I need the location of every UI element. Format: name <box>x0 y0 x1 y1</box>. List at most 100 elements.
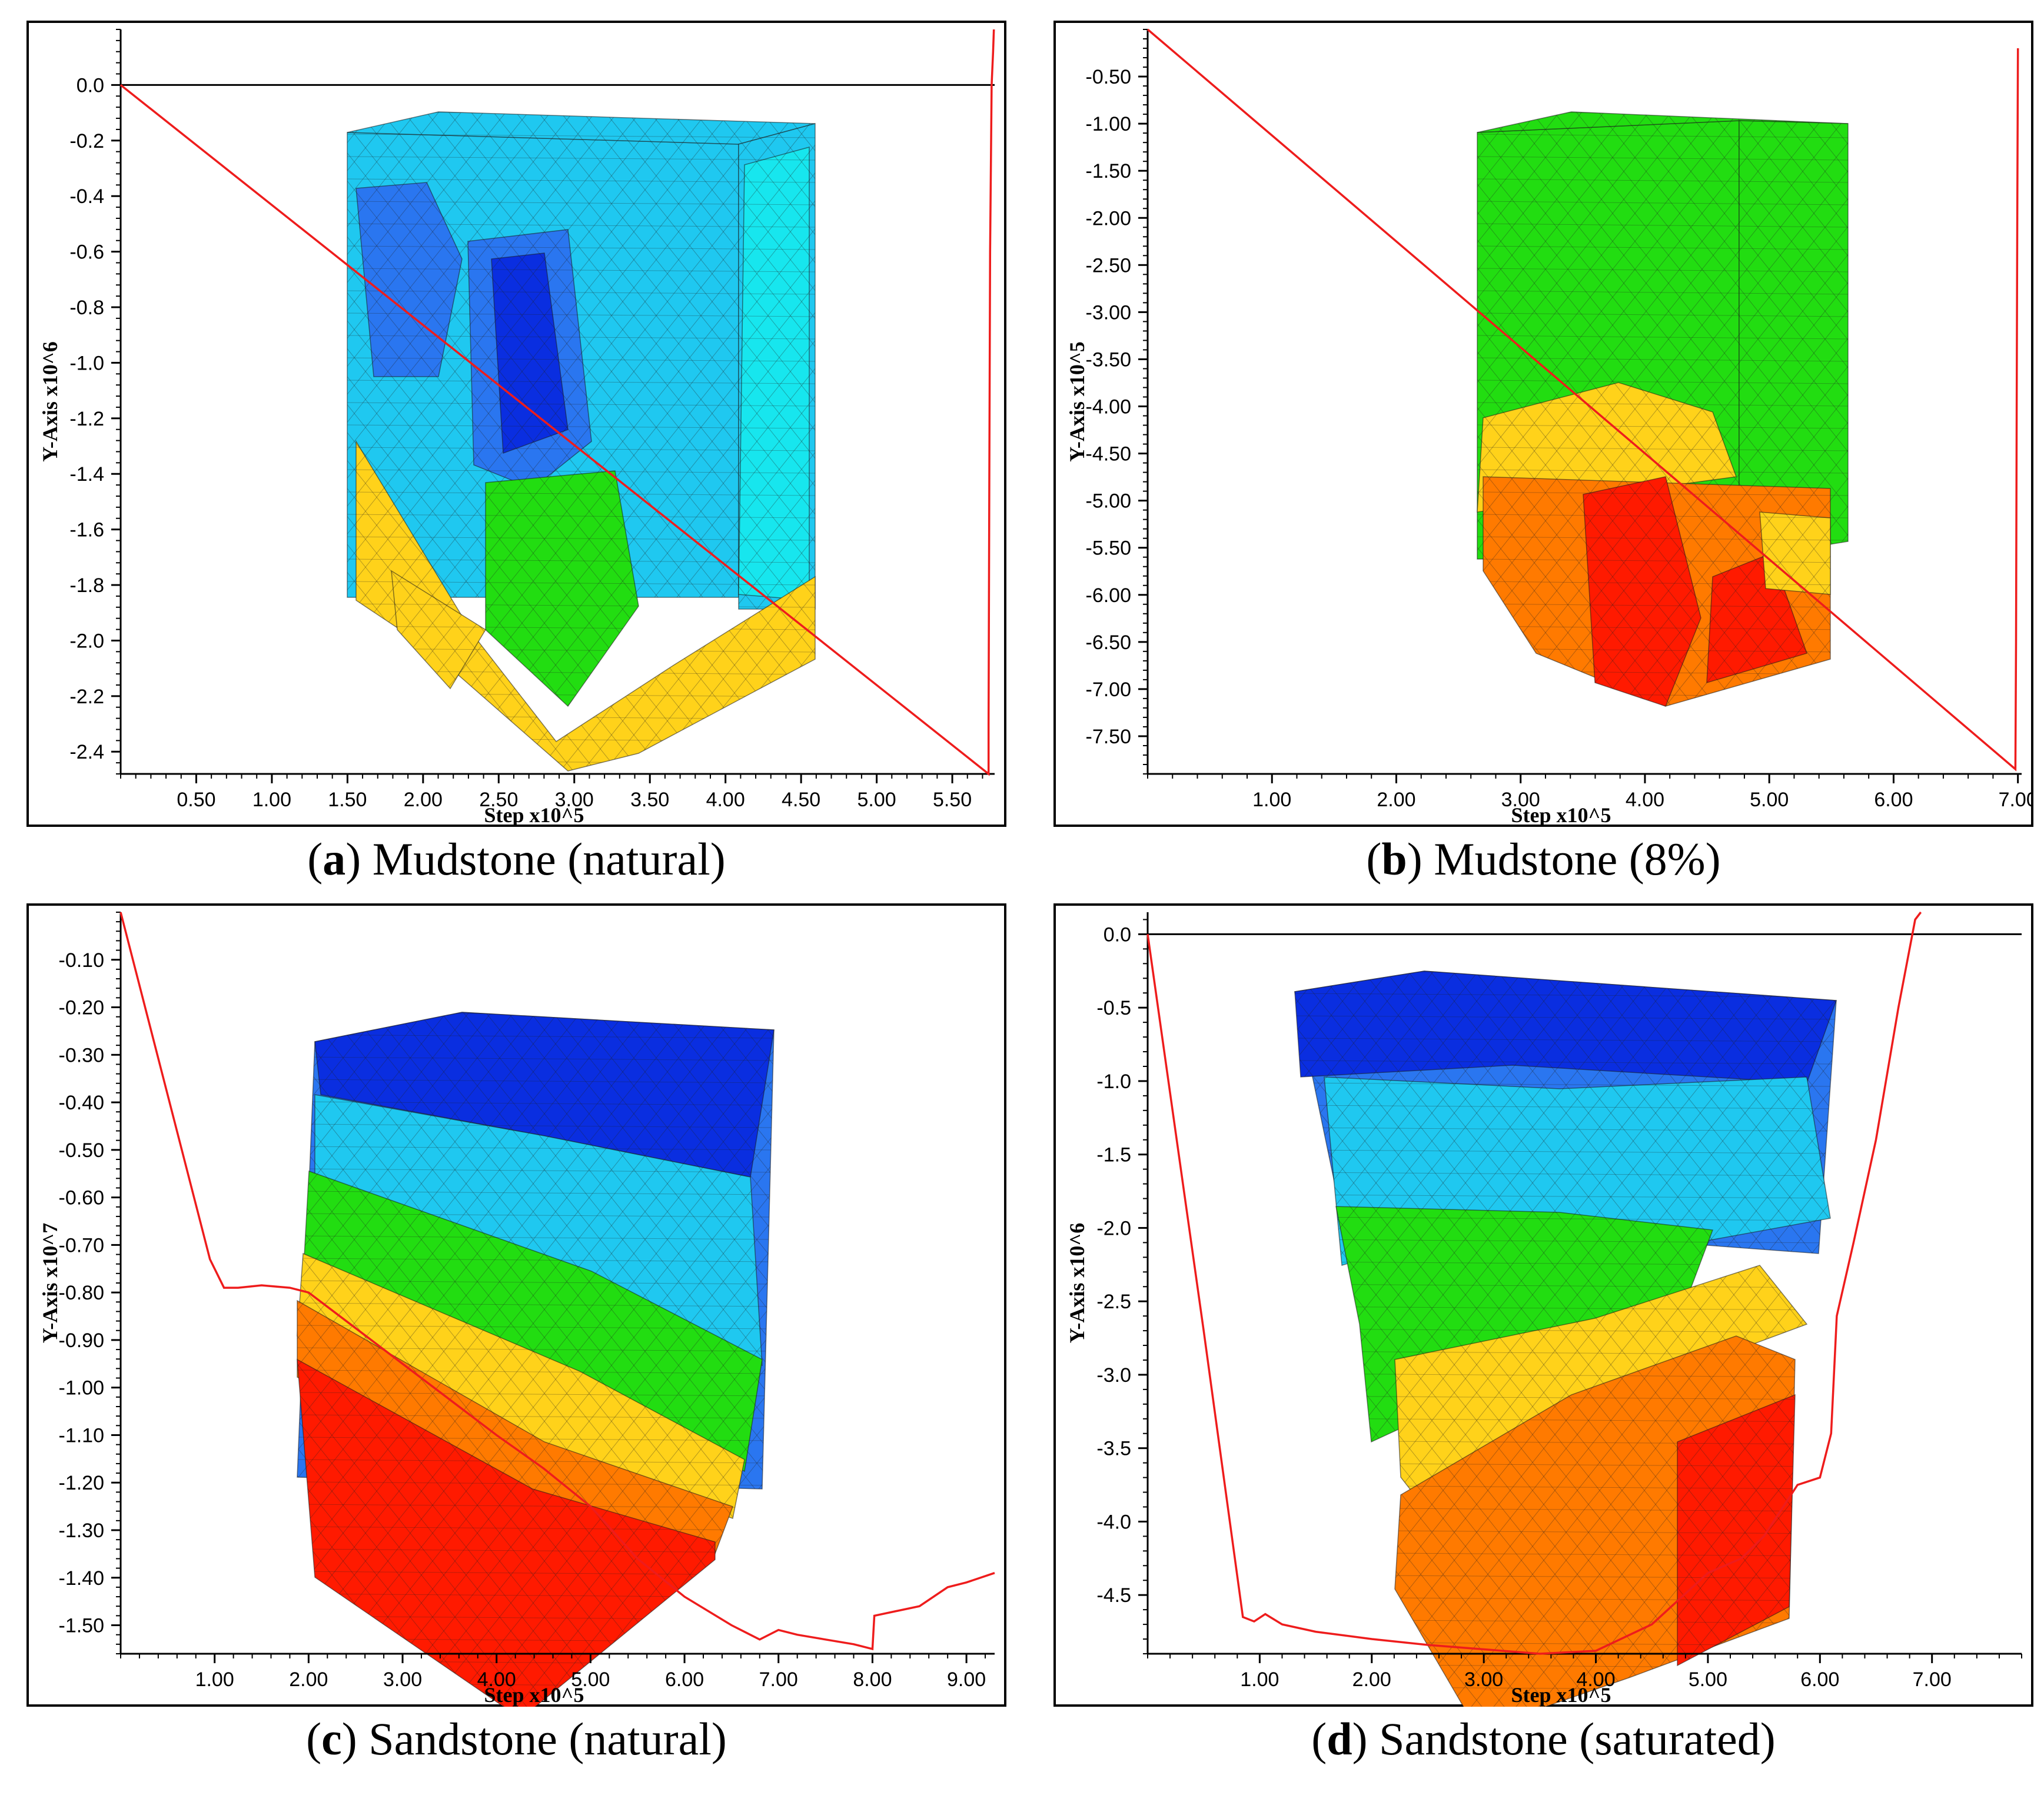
y-tick-label: -1.20 <box>59 1472 105 1494</box>
y-tick-label: -1.8 <box>69 574 104 597</box>
y-tick-label: -2.50 <box>1086 254 1132 277</box>
y-tick-label: -2.2 <box>69 686 104 708</box>
y-tick-label: -1.10 <box>59 1424 105 1447</box>
x-tick-label: 4.00 <box>1576 1668 1615 1691</box>
y-tick-label: -0.8 <box>69 297 104 319</box>
y-tick-label: -1.40 <box>59 1567 105 1590</box>
x-tick-label: 6.00 <box>665 1668 704 1691</box>
x-axis-title: Step x10^5 <box>1511 803 1611 827</box>
mesh-region <box>297 1358 716 1707</box>
x-tick-label: 4.00 <box>706 789 745 811</box>
specimen-mesh <box>1294 970 1837 1707</box>
chart-b: -0.50 -1.00 -1.50 -2.00 -2.50 -3.00 -3.50 -4.00… <box>1053 21 2033 827</box>
chart-d: 0.0 -0.5 -1.0 -1.5 -2.0 -2.5 -3.0 -3.5 -4.0 -4.5 1… <box>1053 903 2033 1707</box>
x-tick-label: 6.00 <box>1874 789 1913 811</box>
y-tick-label: -0.60 <box>59 1187 105 1209</box>
y-tick-label: -1.00 <box>59 1377 105 1400</box>
mesh-region <box>1739 120 1849 560</box>
x-tick-label: 0.50 <box>177 789 215 811</box>
y-tick-label: -1.2 <box>69 408 104 430</box>
y-tick-label: -5.00 <box>1086 490 1132 513</box>
mesh-region <box>1583 476 1701 707</box>
x-axis-title: Step x10^5 <box>484 1683 584 1707</box>
x-tick-label: 5.00 <box>571 1668 610 1691</box>
y-axis-title: Y-Axis x10^6 <box>38 341 62 462</box>
mesh-region <box>1677 1394 1796 1667</box>
x-tick-label: 8.00 <box>853 1668 892 1691</box>
x-tick-label: 2.00 <box>1377 789 1415 811</box>
y-axis-title: Y-Axis x10^7 <box>38 1223 62 1344</box>
specimen-mesh <box>347 111 816 772</box>
panel-d: 0.0 -0.5 -1.0 -1.5 -2.0 -2.5 -3.0 -3.5 -4.0 -4.5 1… <box>1053 903 2033 1707</box>
y-tick-label: -4.50 <box>1086 443 1132 466</box>
y-tick-label: -4.0 <box>1096 1511 1131 1533</box>
caption-a-text: ) Mudstone (natural) <box>345 833 726 885</box>
caption-b-text: ) Mudstone (8%) <box>1407 833 1721 885</box>
y-tick-label: -0.10 <box>59 949 105 972</box>
x-tick-label: 7.00 <box>759 1668 798 1691</box>
specimen-mesh <box>297 1012 775 1707</box>
caption-c-text: ) Sandstone (natural) <box>341 1713 727 1764</box>
caption-b-letter: b <box>1381 833 1407 885</box>
caption-a-letter: a <box>323 833 346 885</box>
y-tick-label: -1.00 <box>1086 113 1132 135</box>
mesh-region <box>491 252 569 454</box>
x-tick-label: 3.00 <box>1464 1668 1503 1691</box>
x-tick-label: 7.00 <box>1999 789 2033 811</box>
y-tick-label: -0.6 <box>69 241 104 264</box>
series-line <box>119 29 995 776</box>
y-tick-label: -0.40 <box>59 1092 105 1114</box>
caption-a: (a) Mudstone (natural) <box>307 833 726 885</box>
x-tick-label: 5.50 <box>933 789 972 811</box>
x-tick-label: 4.50 <box>782 789 820 811</box>
caption-b: (b) Mudstone (8%) <box>1366 833 1721 885</box>
mesh-region <box>355 182 463 377</box>
y-tick-label: -7.50 <box>1086 726 1132 748</box>
y-tick-label: -0.80 <box>59 1282 105 1304</box>
chart-a: 0.0 -0.2 -0.4 -0.6 -0.8 -1.0 -1.2 -1.4 -1.6 -1.8 -… <box>26 21 1006 827</box>
y-axis-title: Y-Axis x10^6 <box>1065 1223 1089 1344</box>
y-tick-label: -6.50 <box>1086 631 1132 654</box>
y-tick-label: -0.2 <box>69 130 104 152</box>
x-tick-label: 3.00 <box>555 789 594 811</box>
caption-d-letter: d <box>1327 1713 1352 1764</box>
x-tick-label: 2.00 <box>1352 1668 1391 1691</box>
specimen-mesh <box>1477 111 1849 707</box>
y-tick-label: -2.4 <box>69 741 104 763</box>
y-tick-label: -1.5 <box>1096 1144 1131 1166</box>
y-tick-label: -0.90 <box>59 1329 105 1352</box>
y-tick-label: -1.30 <box>59 1520 105 1542</box>
y-tick-label: -3.5 <box>1096 1438 1131 1460</box>
y-tick-label: -0.4 <box>69 185 104 208</box>
panel-c: -0.10 -0.20 -0.30 -0.40 -0.50 -0.60 -0.70 -0.80… <box>26 903 1006 1707</box>
y-tick-label: 0.0 <box>1104 923 1131 946</box>
caption-c: (c) Sandstone (natural) <box>306 1713 727 1764</box>
y-tick-label: -1.6 <box>69 519 104 541</box>
y-tick-label: -4.5 <box>1096 1584 1131 1607</box>
y-tick-label: -0.20 <box>59 997 105 1019</box>
x-tick-label: 1.00 <box>195 1668 234 1691</box>
x-tick-label: 1.00 <box>1252 789 1291 811</box>
mesh-lines <box>1477 112 1848 706</box>
x-tick-label: 2.00 <box>289 1668 328 1691</box>
caption-c-letter: c <box>321 1713 342 1764</box>
x-tick-label: 9.00 <box>947 1668 986 1691</box>
series-line <box>1146 911 1922 1655</box>
x-tick-label: 3.00 <box>383 1668 422 1691</box>
x-tick-label: 4.00 <box>1626 789 1664 811</box>
x-tick-label: 7.00 <box>1913 1668 1952 1691</box>
x-tick-label: 5.00 <box>1689 1668 1727 1691</box>
y-tick-label: -1.0 <box>69 352 104 374</box>
y-tick-label: -2.00 <box>1086 207 1132 230</box>
y-tick-label: -6.00 <box>1086 584 1132 607</box>
y-tick-label: -0.70 <box>59 1234 105 1256</box>
panel-a: 0.0 -0.2 -0.4 -0.6 -0.8 -1.0 -1.2 -1.4 -1.6 -1.8 -… <box>26 21 1006 827</box>
y-tick-label: -1.50 <box>1086 160 1132 182</box>
caption-d: (d) Sandstone (saturated) <box>1311 1713 1776 1764</box>
series-line <box>1146 28 2019 772</box>
x-tick-label: 5.00 <box>1750 789 1789 811</box>
y-tick-label: -3.0 <box>1096 1364 1131 1387</box>
y-tick-label: -0.50 <box>1086 66 1132 88</box>
x-tick-label: 2.50 <box>479 789 518 811</box>
y-tick-label: -1.50 <box>59 1615 105 1637</box>
